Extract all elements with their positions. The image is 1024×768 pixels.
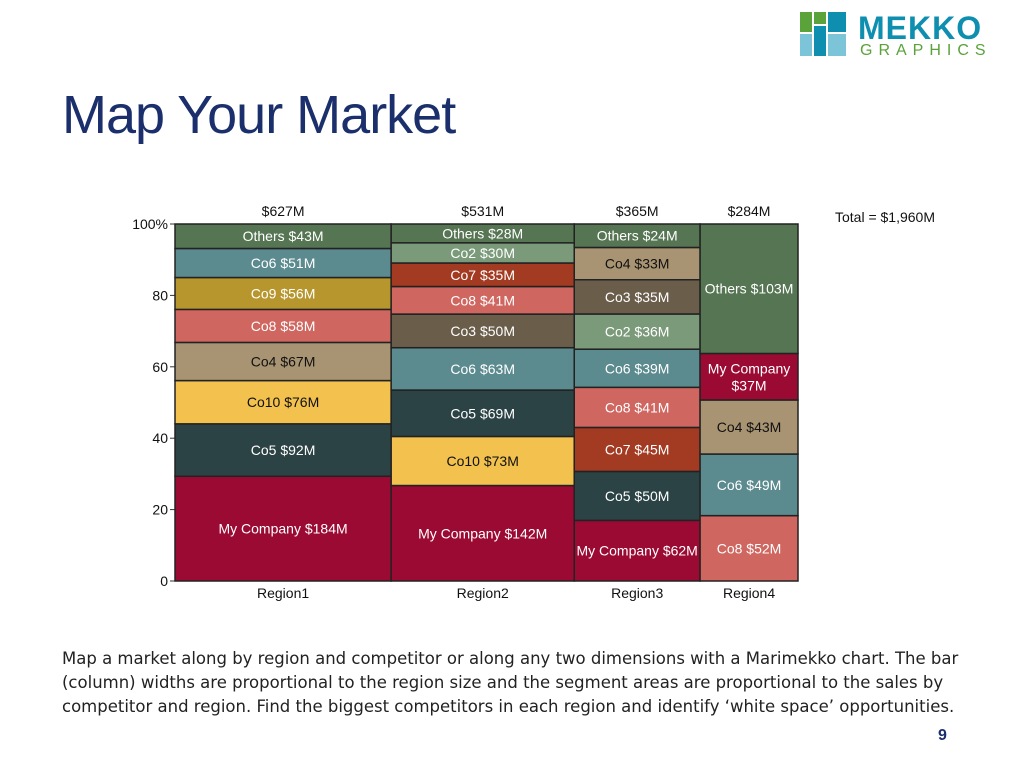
y-tick-label: 20 [152,502,168,518]
page-title: Map Your Market [62,85,456,145]
segment-label: Co10 $76M [247,394,319,410]
segment-label: Co5 $50M [605,488,670,504]
logo-text-graphics: GRAPHICS [860,42,992,59]
y-tick-label: 0 [160,573,168,589]
segment-label: Co5 $92M [251,442,316,458]
segment-label: Co8 $58M [251,318,316,334]
column-total-label: $627M [262,203,305,219]
segment-label: My Company $62M [576,543,697,559]
segment-label: My Company $184M [218,521,347,537]
segment-bar [174,379,392,425]
y-tick-label: 60 [152,359,168,375]
column-name-label: Region4 [723,585,775,601]
segment-label: Co2 $36M [605,324,670,340]
segment-bar [174,341,392,382]
segment-label: Co9 $56M [251,285,316,301]
chart-description: Map a market along by region and competi… [62,649,959,716]
segment-label: Co2 $30M [450,245,515,261]
total-label: Total = $1,960M [835,209,935,225]
segment-bar [699,453,799,517]
segment-label: Co8 $52M [717,540,782,556]
mekko-graphics-logo: MEKKO GRAPHICS [800,10,1010,60]
segment-bar [390,484,575,582]
segment-label: Others $103M [705,281,794,297]
segment-bar [573,348,701,389]
column-total-label: $284M [728,203,771,219]
segment-label: Co5 $69M [450,405,515,421]
column-name-label: Region1 [257,585,309,601]
segment-label: Co4 $67M [251,354,316,370]
segment-label: $37M [732,378,767,394]
segment-label: Co8 $41M [450,292,515,308]
segment-label: Others $24M [597,228,678,244]
segment-label: Co7 $35M [450,267,515,283]
segment-bar [573,470,701,522]
segment-bar [573,426,701,473]
segment-label: Co7 $45M [605,441,670,457]
segment-label: Co6 $49M [717,477,782,493]
segment-bar [174,247,392,279]
segment-label: My Company $142M [418,525,547,541]
segment-label: Others $28M [442,225,523,241]
column-total-label: $365M [616,203,659,219]
logo-grid-icon [800,12,846,56]
segment-bar [174,223,392,250]
segment-label: Co6 $39M [605,360,670,376]
segment-label: My Company [708,361,790,377]
column-name-label: Region3 [611,585,663,601]
segment-bar [390,313,575,349]
segment-label: Others $43M [243,228,324,244]
segment-bar [390,285,575,315]
segment-bar [699,514,799,582]
segment-label: Co4 $33M [605,256,670,272]
page-number: 9 [938,727,947,744]
segment-bar [390,435,575,487]
segment-label: Co4 $43M [717,419,782,435]
segment-label: Co6 $51M [251,255,316,271]
segment-label: Co6 $63M [450,361,515,377]
segment-label: Co3 $35M [605,289,670,305]
y-tick-label: 100% [132,216,168,232]
segment-bar [174,276,392,311]
segment-bar [573,279,701,315]
segment-label: Co10 $73M [447,453,519,469]
segment-bar [699,399,799,455]
segment-bar [699,352,799,401]
column-name-label: Region2 [457,585,509,601]
y-tick-label: 80 [152,287,168,303]
y-tick-label: 40 [152,430,168,446]
segment-bar [390,389,575,438]
segment-label: Co3 $50M [450,323,515,339]
column-total-label: $531M [461,203,504,219]
segment-bar [390,346,575,391]
logo-text-mekko: MEKKO [858,10,983,46]
segment-bar [699,223,799,355]
segment-label: Co8 $41M [605,399,670,415]
marimekko-chart: 0 20 40 60 80 100% Total = $1,960M $627M Region1… [132,203,935,601]
segment-bar [174,475,392,582]
